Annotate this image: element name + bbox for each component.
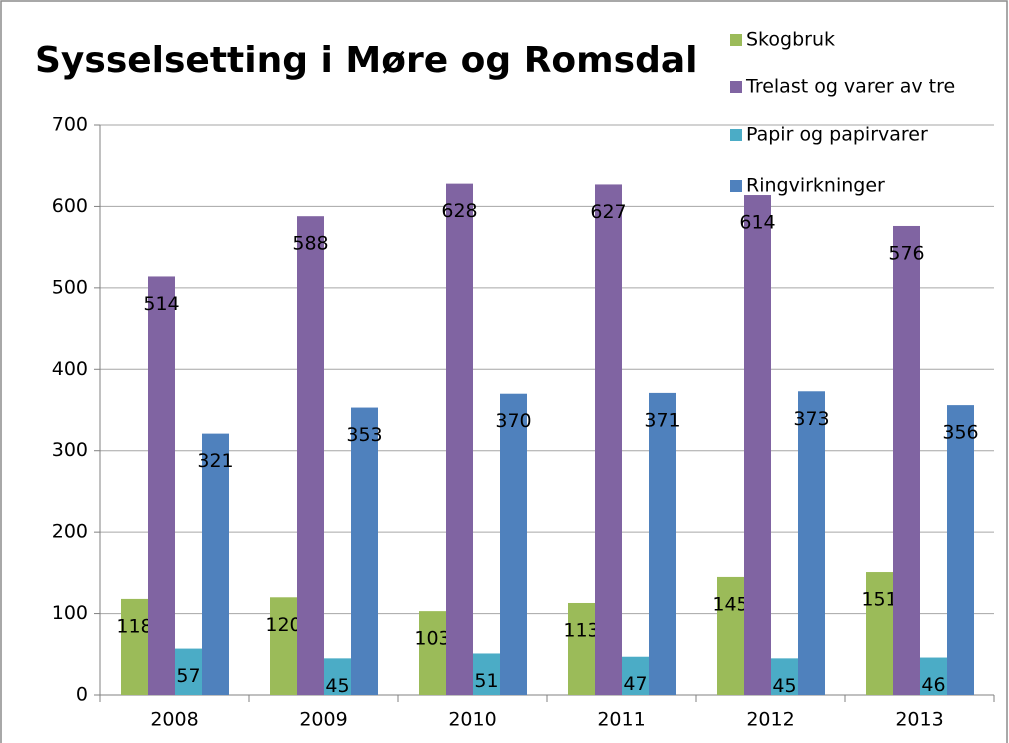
x-tick-label: 2010 bbox=[448, 709, 496, 731]
bar bbox=[947, 405, 974, 695]
data-label: 614 bbox=[739, 212, 775, 234]
data-label: 120 bbox=[265, 614, 301, 636]
data-label: 151 bbox=[861, 589, 897, 611]
legend-swatch bbox=[730, 34, 742, 46]
data-label: 118 bbox=[116, 615, 152, 637]
bar bbox=[324, 658, 351, 695]
data-label: 45 bbox=[772, 675, 796, 697]
data-label: 51 bbox=[474, 670, 498, 692]
data-label: 145 bbox=[712, 593, 748, 615]
bar bbox=[446, 183, 473, 695]
data-label: 514 bbox=[143, 293, 179, 315]
y-tick-label: 400 bbox=[52, 358, 88, 380]
bar bbox=[568, 602, 595, 695]
bar bbox=[351, 407, 378, 695]
legend-swatch bbox=[730, 129, 742, 141]
bar bbox=[202, 433, 229, 695]
bar bbox=[649, 392, 676, 695]
bar bbox=[771, 658, 798, 695]
y-tick-label: 700 bbox=[52, 114, 88, 136]
data-label: 356 bbox=[942, 422, 978, 444]
data-label: 576 bbox=[888, 242, 924, 264]
data-label: 113 bbox=[563, 619, 599, 641]
bar bbox=[500, 393, 527, 695]
x-tick-label: 2013 bbox=[895, 709, 943, 731]
legend-swatch bbox=[730, 81, 742, 93]
y-tick-label: 600 bbox=[52, 195, 88, 217]
legend-label: Papir og papirvarer bbox=[746, 124, 928, 146]
data-label: 627 bbox=[590, 201, 626, 223]
bar bbox=[473, 653, 500, 695]
bar bbox=[148, 276, 175, 695]
x-tick-label: 2008 bbox=[150, 709, 198, 731]
y-tick-label: 500 bbox=[52, 276, 88, 298]
data-label: 628 bbox=[441, 200, 477, 222]
data-label: 57 bbox=[176, 665, 200, 687]
legend-label: Trelast og varer av tre bbox=[745, 76, 955, 98]
legend-label: Ringvirkninger bbox=[746, 175, 885, 197]
bar bbox=[270, 597, 297, 695]
chart-title: Sysselsetting i Møre og Romsdal bbox=[35, 40, 698, 81]
bar bbox=[920, 657, 947, 695]
y-tick-label: 200 bbox=[52, 521, 88, 543]
bar bbox=[121, 598, 148, 695]
bar bbox=[866, 572, 893, 695]
bar bbox=[175, 648, 202, 695]
data-label: 46 bbox=[921, 674, 945, 696]
y-tick-label: 0 bbox=[76, 684, 88, 706]
x-tick-label: 2009 bbox=[299, 709, 347, 731]
data-label: 370 bbox=[495, 410, 531, 432]
bar bbox=[419, 611, 446, 695]
bar bbox=[744, 195, 771, 695]
bar bbox=[622, 656, 649, 695]
data-label: 373 bbox=[793, 408, 829, 430]
data-label: 47 bbox=[623, 673, 647, 695]
x-tick-label: 2012 bbox=[746, 709, 794, 731]
data-label: 588 bbox=[292, 233, 328, 255]
data-label: 103 bbox=[414, 628, 450, 650]
bar bbox=[595, 184, 622, 695]
y-tick-label: 100 bbox=[52, 602, 88, 624]
legend-swatch bbox=[730, 180, 742, 192]
data-label: 353 bbox=[346, 424, 382, 446]
bar bbox=[717, 576, 744, 695]
bar bbox=[798, 391, 825, 695]
data-label: 45 bbox=[325, 675, 349, 697]
data-label: 371 bbox=[644, 409, 680, 431]
bar bbox=[297, 216, 324, 695]
bar bbox=[893, 225, 920, 695]
legend-label: Skogbruk bbox=[746, 29, 835, 51]
y-tick-label: 300 bbox=[52, 439, 88, 461]
x-tick-label: 2011 bbox=[597, 709, 645, 731]
data-label: 321 bbox=[197, 450, 233, 472]
